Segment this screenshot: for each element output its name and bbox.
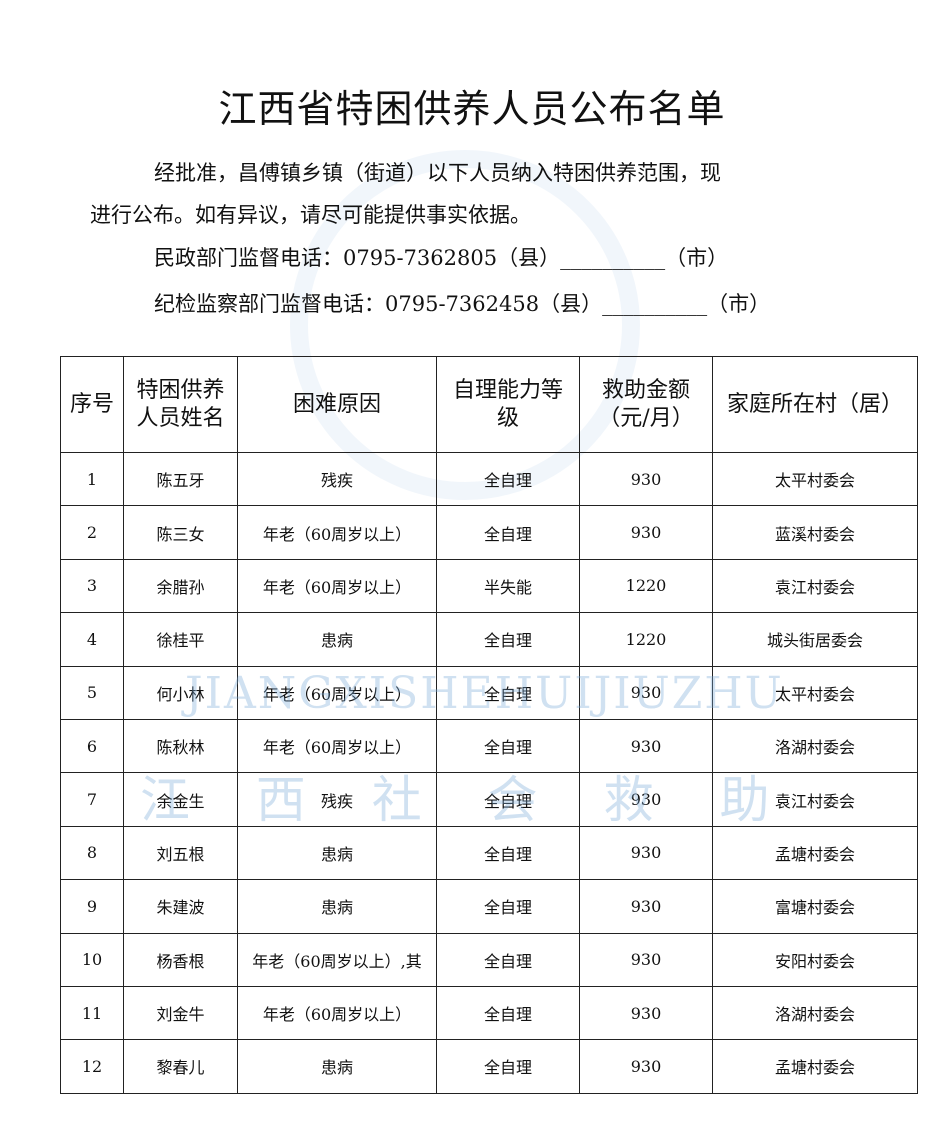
cell-index: 7 [60,772,124,827]
cell-name: 杨香根 [123,932,238,987]
cell-village: 太平村委会 [712,451,918,507]
table-row: 6 陈秋林 年老（60周岁以上） 全自理 930 洛湖村委会 [60,718,918,774]
cell-village: 孟塘村委会 [712,825,918,881]
header-reason: 困难原因 [237,356,437,453]
cell-name: 何小林 [123,665,238,720]
cell-village: 袁江村委会 [712,772,918,827]
cell-amount: 930 [579,1039,713,1094]
cell-name: 朱建波 [123,879,238,934]
table-row: 5 何小林 年老（60周岁以上） 全自理 930 太平村委会 [60,665,918,720]
cell-amount: 930 [579,718,713,774]
cell-index: 6 [60,718,124,774]
table-row: 7 余金生 残疾 全自理 930 袁江村委会 [60,772,918,827]
cell-index: 11 [60,985,124,1041]
cell-village: 袁江村委会 [712,558,918,614]
cell-index: 1 [60,451,124,507]
cell-amount: 930 [579,665,713,720]
table-row: 9 朱建波 患病 全自理 930 富塘村委会 [60,879,918,934]
cell-village: 城头街居委会 [712,612,918,667]
cell-index: 10 [60,932,124,987]
roster-table: 序号 特困供养人员姓名 困难原因 自理能力等级 救助金额（元/月） 家庭所在村（… [60,356,918,1094]
cell-ability: 全自理 [436,451,580,507]
cell-amount: 930 [579,451,713,507]
cell-reason: 年老（60周岁以上）,其 [237,932,437,987]
cell-name: 余金生 [123,772,238,827]
cell-reason: 年老（60周岁以上） [237,505,437,560]
cell-village: 安阳村委会 [712,932,918,987]
cell-reason: 年老（60周岁以上） [237,558,437,614]
cell-ability: 全自理 [436,879,580,934]
cell-ability: 全自理 [436,665,580,720]
header-amount: 救助金额（元/月） [579,356,713,453]
cell-village: 洛湖村委会 [712,718,918,774]
cell-amount: 930 [579,932,713,987]
cell-ability: 全自理 [436,505,580,560]
cell-ability: 全自理 [436,985,580,1041]
cell-name: 刘五根 [123,825,238,881]
civil-affairs-phone: 民政部门监督电话：0795-7362805（县）__________（市） [154,246,729,270]
table-row: 11 刘金牛 年老（60周岁以上） 全自理 930 洛湖村委会 [60,985,918,1041]
header-ability: 自理能力等级 [436,356,580,453]
cell-village: 洛湖村委会 [712,985,918,1041]
cell-village: 富塘村委会 [712,879,918,934]
intro-line-2: 进行公布。如有异议，请尽可能提供事实依据。 [90,203,531,227]
cell-amount: 930 [579,505,713,560]
cell-index: 4 [60,612,124,667]
cell-amount: 930 [579,825,713,881]
cell-reason: 患病 [237,879,437,934]
table-row: 2 陈三女 年老（60周岁以上） 全自理 930 蓝溪村委会 [60,505,918,560]
cell-reason: 残疾 [237,451,437,507]
cell-index: 5 [60,665,124,720]
cell-amount: 930 [579,879,713,934]
intro-line-1: 经批准，昌傅镇乡镇（街道）以下人员纳入特困供养范围，现 [154,161,721,185]
cell-name: 黎春儿 [123,1039,238,1094]
cell-village: 太平村委会 [712,665,918,720]
cell-reason: 残疾 [237,772,437,827]
cell-index: 2 [60,505,124,560]
cell-reason: 年老（60周岁以上） [237,985,437,1041]
header-village: 家庭所在村（居） [712,356,918,453]
cell-index: 3 [60,558,124,614]
table-row: 4 徐桂平 患病 全自理 1220 城头街居委会 [60,612,918,667]
discipline-phone: 纪检监察部门监督电话：0795-7362458（县）__________（市） [154,292,771,316]
table-row: 1 陈五牙 残疾 全自理 930 太平村委会 [60,451,918,507]
cell-ability: 全自理 [436,1039,580,1094]
cell-index: 8 [60,825,124,881]
header-index: 序号 [60,356,124,453]
cell-name: 徐桂平 [123,612,238,667]
table-row: 8 刘五根 患病 全自理 930 孟塘村委会 [60,825,918,881]
page-title: 江西省特困供养人员公布名单 [218,87,726,131]
cell-reason: 患病 [237,612,437,667]
cell-ability: 全自理 [436,825,580,881]
cell-amount: 930 [579,985,713,1041]
table-row: 10 杨香根 年老（60周岁以上）,其 全自理 930 安阳村委会 [60,932,918,987]
cell-name: 刘金牛 [123,985,238,1041]
cell-index: 9 [60,879,124,934]
cell-name: 陈三女 [123,505,238,560]
cell-name: 陈五牙 [123,451,238,507]
cell-ability: 全自理 [436,718,580,774]
table-row: 12 黎春儿 患病 全自理 930 孟塘村委会 [60,1039,918,1094]
table-row: 3 余腊孙 年老（60周岁以上） 半失能 1220 袁江村委会 [60,558,918,614]
header-name: 特困供养人员姓名 [123,356,238,453]
cell-reason: 年老（60周岁以上） [237,718,437,774]
cell-amount: 930 [579,772,713,827]
cell-ability: 全自理 [436,612,580,667]
cell-ability: 全自理 [436,772,580,827]
cell-name: 余腊孙 [123,558,238,614]
cell-village: 蓝溪村委会 [712,505,918,560]
cell-reason: 患病 [237,825,437,881]
cell-index: 12 [60,1039,124,1094]
cell-amount: 1220 [579,558,713,614]
cell-name: 陈秋林 [123,718,238,774]
cell-ability: 半失能 [436,558,580,614]
cell-ability: 全自理 [436,932,580,987]
cell-village: 孟塘村委会 [712,1039,918,1094]
cell-reason: 患病 [237,1039,437,1094]
cell-amount: 1220 [579,612,713,667]
cell-reason: 年老（60周岁以上） [237,665,437,720]
